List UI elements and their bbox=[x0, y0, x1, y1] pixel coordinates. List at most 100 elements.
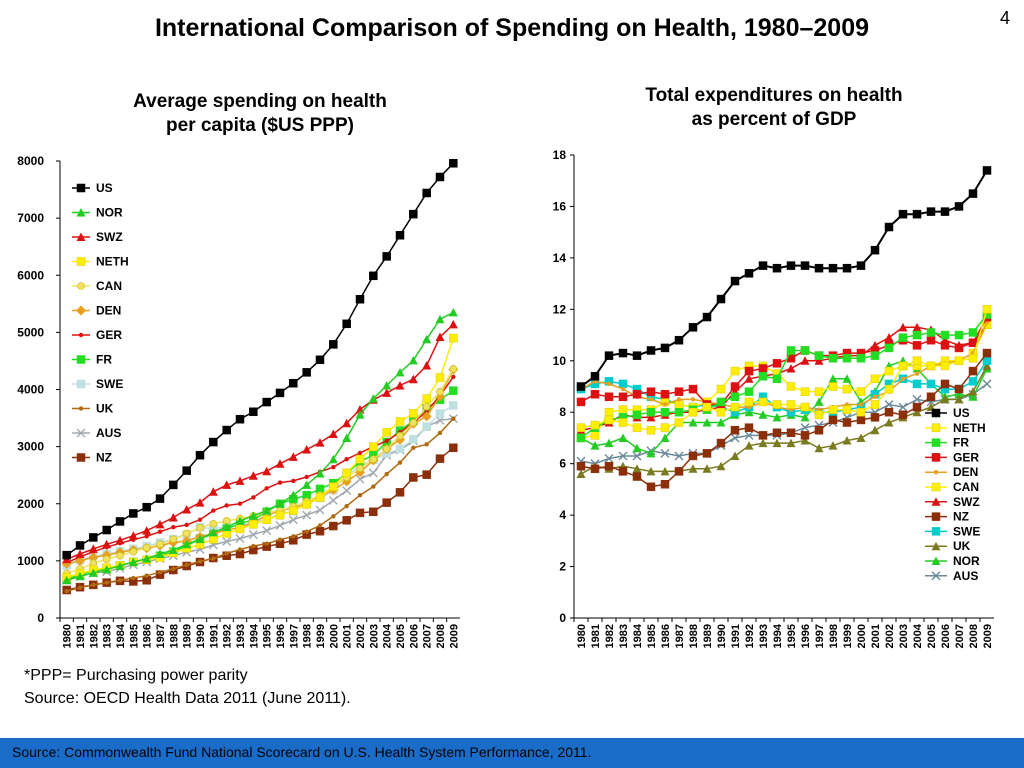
right-chart-title: Total expenditures on health as percent … bbox=[574, 84, 974, 132]
chart1-point-nz bbox=[618, 467, 628, 476]
chart0-point-nor bbox=[302, 480, 312, 489]
chart0-point-aus bbox=[342, 486, 352, 496]
chart0-point-can bbox=[156, 540, 164, 549]
chart1-point-fr bbox=[870, 351, 880, 360]
chart1-point-nor bbox=[800, 412, 810, 422]
chart1-xtick-label: 2004 bbox=[912, 623, 924, 648]
chart1-xtick-label: 2002 bbox=[884, 624, 896, 648]
chart1-point-nor bbox=[660, 433, 670, 442]
chart1-series-line-fr bbox=[580, 314, 988, 439]
chart0-legend-marker-swz bbox=[76, 232, 86, 241]
chart1-series-line-us bbox=[580, 169, 988, 388]
chart1-point-fr bbox=[884, 343, 894, 353]
chart0-point-swz bbox=[222, 480, 232, 489]
chart1-point-nz bbox=[590, 464, 600, 474]
chart1-point-can bbox=[604, 407, 614, 417]
chart0-point-swz bbox=[328, 429, 338, 439]
chart1-point-swz bbox=[646, 412, 656, 422]
chart0-point-neth bbox=[315, 493, 325, 502]
chart0-ytick-label: 3000 bbox=[17, 440, 44, 454]
chart1-point-fr bbox=[856, 353, 866, 363]
chart0-point-nz bbox=[422, 470, 431, 479]
chart0-point-us bbox=[75, 541, 85, 550]
chart0-point-aus bbox=[368, 468, 378, 478]
chart0-point-swe bbox=[449, 401, 458, 410]
chart0-point-us bbox=[355, 294, 365, 304]
chart0-point-swz bbox=[142, 526, 152, 535]
chart0-point-nor bbox=[262, 506, 272, 515]
chart1-series-line-neth bbox=[580, 309, 988, 431]
chart0-ytick-label: 8000 bbox=[17, 154, 44, 168]
chart0-point-nz bbox=[382, 498, 391, 507]
chart1-point-neth bbox=[772, 400, 782, 409]
chart0-series-line-swz bbox=[66, 323, 454, 560]
chart0-point-swz bbox=[128, 531, 138, 540]
chart0-point-nz bbox=[342, 516, 351, 525]
chart1-point-us bbox=[730, 276, 740, 286]
chart1-point-nz bbox=[758, 431, 768, 440]
chart1-point-nor bbox=[590, 441, 600, 450]
chart0-point-nz bbox=[355, 508, 365, 518]
chart1-point-can bbox=[828, 382, 838, 391]
chart0-xtick-label: 2000 bbox=[328, 624, 340, 648]
chart1-ytick-label: 18 bbox=[553, 148, 567, 162]
chart0-point-neth bbox=[329, 482, 338, 491]
chart0-legend-label-den: DEN bbox=[96, 304, 121, 318]
chart1-series-line-uk bbox=[580, 365, 988, 475]
chart0-point-nor bbox=[168, 545, 178, 555]
chart0-point-uk bbox=[77, 585, 83, 590]
chart0-point-uk bbox=[397, 460, 403, 465]
chart1-point-fr bbox=[926, 328, 936, 337]
chart0-legend-label-us: US bbox=[96, 181, 113, 195]
left-chart-title: Average spending on health per capita ($… bbox=[60, 90, 460, 138]
chart1-point-us bbox=[926, 207, 936, 216]
chart0-point-ger bbox=[157, 529, 163, 534]
chart0-xtick-label: 1992 bbox=[222, 624, 234, 648]
chart1-point-neth bbox=[884, 384, 894, 394]
chart0-point-swe bbox=[435, 409, 445, 418]
chart1-point-fr bbox=[660, 407, 670, 417]
chart1-point-neth bbox=[898, 361, 908, 371]
chart1-point-can bbox=[842, 384, 852, 394]
chart1-point-us bbox=[856, 261, 866, 270]
chart0-legend-marker-uk bbox=[78, 406, 84, 411]
chart0-point-nor bbox=[342, 433, 352, 443]
chart1-point-us bbox=[688, 323, 698, 332]
chart1-point-neth bbox=[702, 402, 712, 412]
chart0-xtick-label: 1986 bbox=[142, 624, 154, 648]
chart0-point-neth bbox=[435, 373, 445, 382]
chart1-ytick-label: 0 bbox=[559, 611, 566, 625]
chart0-point-swz bbox=[288, 452, 298, 461]
chart1-point-den bbox=[872, 394, 878, 399]
chart0-point-ger bbox=[171, 524, 176, 530]
chart0-point-can bbox=[449, 365, 458, 373]
chart0-point-can bbox=[102, 555, 111, 563]
chart1-point-can bbox=[730, 366, 740, 376]
chart1-ytick-label: 2 bbox=[559, 560, 566, 574]
chart1-point-nor bbox=[716, 418, 726, 427]
chart0-point-uk bbox=[157, 570, 163, 575]
chart0-xtick-label: 1981 bbox=[75, 624, 87, 648]
chart0-point-swe bbox=[395, 444, 405, 454]
chart1-point-uk bbox=[940, 394, 950, 404]
chart1-point-can bbox=[618, 405, 628, 414]
chart1-point-neth bbox=[632, 423, 642, 432]
chart0-xtick-label: 1995 bbox=[262, 624, 274, 648]
chart1-point-neth bbox=[870, 400, 880, 409]
chart1-point-us bbox=[646, 346, 656, 355]
chart0-legend-marker-fr bbox=[76, 355, 86, 364]
chart1-xtick-label: 1985 bbox=[646, 624, 658, 648]
chart1-point-fr bbox=[968, 328, 978, 337]
chart0-point-swz bbox=[448, 319, 458, 329]
chart1-point-neth bbox=[968, 353, 978, 363]
chart0-xtick-label: 1980 bbox=[62, 624, 74, 648]
chart1-point-swz bbox=[786, 363, 796, 373]
chart0-point-us bbox=[395, 231, 405, 240]
chart1-point-us bbox=[842, 263, 852, 273]
chart1-point-neth bbox=[912, 356, 922, 366]
chart1-point-neth bbox=[926, 361, 936, 371]
chart0-legend-marker-us bbox=[76, 183, 86, 193]
chart0-point-uk bbox=[437, 430, 443, 436]
chart1-point-us bbox=[940, 207, 950, 216]
